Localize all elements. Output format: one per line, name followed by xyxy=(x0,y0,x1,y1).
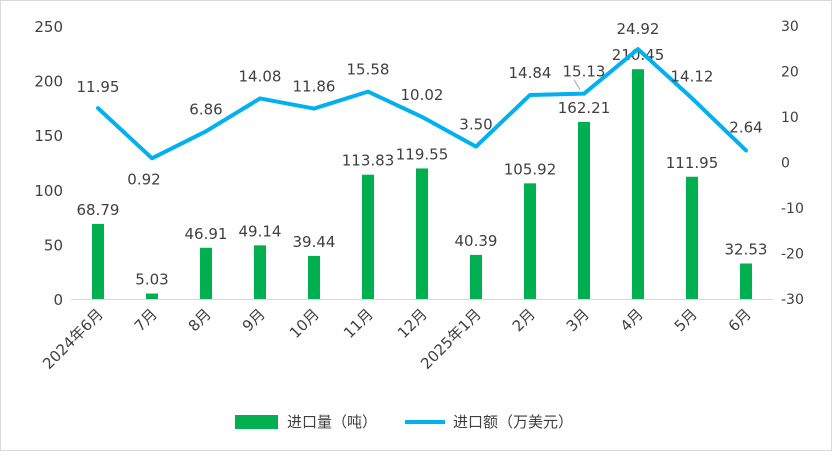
volume-data-label: 40.39 xyxy=(455,232,498,250)
volume-data-label: 113.83 xyxy=(342,152,395,170)
right-y-axis: -30 -20 -10 0 10 20 30 xyxy=(781,19,804,308)
volume-bar xyxy=(146,294,158,299)
value-data-label: 15.58 xyxy=(347,61,390,79)
right-tick-label: 20 xyxy=(781,65,799,81)
volume-data-label: 5.03 xyxy=(135,271,168,289)
volume-data-label: 162.21 xyxy=(558,99,611,117)
value-data-label: 3.50 xyxy=(459,116,492,134)
value-data-label: 0.92 xyxy=(127,170,160,188)
category-tick-label: 7月 xyxy=(131,305,161,335)
volume-bar xyxy=(254,245,266,299)
value-data-label: 15.13 xyxy=(563,63,606,81)
volume-bar xyxy=(470,255,482,299)
right-tick-label: 10 xyxy=(781,110,799,126)
left-tick-label: 0 xyxy=(53,291,63,309)
category-tick-label: 5月 xyxy=(671,305,701,335)
volume-bar xyxy=(200,248,212,299)
category-tick-label: 8月 xyxy=(185,305,215,335)
volume-bar xyxy=(740,263,752,299)
right-tick-label: -30 xyxy=(781,292,804,308)
volume-data-label: 68.79 xyxy=(77,201,120,219)
volume-bar xyxy=(524,183,536,299)
volume-bar xyxy=(632,69,644,299)
volume-bar xyxy=(416,168,428,299)
volume-data-label: 32.53 xyxy=(725,240,768,258)
category-tick-label: 9月 xyxy=(239,305,269,335)
left-tick-label: 50 xyxy=(44,236,63,254)
right-tick-label: -20 xyxy=(781,247,804,263)
value-data-label: 14.12 xyxy=(671,67,714,85)
value-data-label: 11.86 xyxy=(293,78,336,96)
category-tick-label: 12月 xyxy=(394,305,431,342)
right-tick-label: 0 xyxy=(781,156,790,172)
volume-bar xyxy=(92,224,104,299)
volume-bar xyxy=(308,256,320,299)
value-data-label: 14.84 xyxy=(509,64,552,82)
value-data-label: 10.02 xyxy=(401,86,444,104)
category-tick-label: 10月 xyxy=(286,305,323,342)
category-tick-label: 4月 xyxy=(617,305,647,335)
right-tick-label: -10 xyxy=(781,201,804,217)
label-leader-line xyxy=(574,80,580,90)
volume-data-label: 119.55 xyxy=(396,145,449,163)
volume-data-label: 49.14 xyxy=(239,222,282,240)
volume-data-label: 39.44 xyxy=(293,233,336,251)
value-data-label: 11.95 xyxy=(77,78,120,96)
category-tick-label: 3月 xyxy=(563,305,593,335)
legend-label-value: 进口额（万美元） xyxy=(453,413,573,431)
category-tick-label: 6月 xyxy=(725,305,755,335)
right-tick-label: 30 xyxy=(781,19,799,35)
volume-data-label: 105.92 xyxy=(504,160,557,178)
value-data-label: 14.08 xyxy=(239,67,282,85)
category-tick-label: 2月 xyxy=(509,305,539,335)
category-tick-label: 11月 xyxy=(340,305,377,342)
left-tick-label: 150 xyxy=(34,127,63,145)
volume-data-label: 111.95 xyxy=(666,154,719,172)
volume-bar xyxy=(686,177,698,299)
left-tick-label: 250 xyxy=(34,18,63,36)
value-data-label: 6.86 xyxy=(189,100,222,118)
legend-swatch-volume xyxy=(235,415,278,429)
value-data-label: 24.92 xyxy=(617,20,660,38)
left-tick-label: 100 xyxy=(34,182,63,200)
category-tick-label: 2024年6月 xyxy=(39,305,107,373)
volume-bar xyxy=(362,175,374,299)
left-tick-label: 200 xyxy=(34,73,63,91)
value-data-label: 2.64 xyxy=(729,118,762,136)
left-y-axis: 0 50 100 150 200 250 xyxy=(34,18,63,309)
volume-bar xyxy=(578,122,590,299)
legend-label-volume: 进口量（吨） xyxy=(287,413,377,431)
volume-data-label: 46.91 xyxy=(185,225,228,243)
legend: 进口量（吨） 进口额（万美元） xyxy=(235,413,573,431)
